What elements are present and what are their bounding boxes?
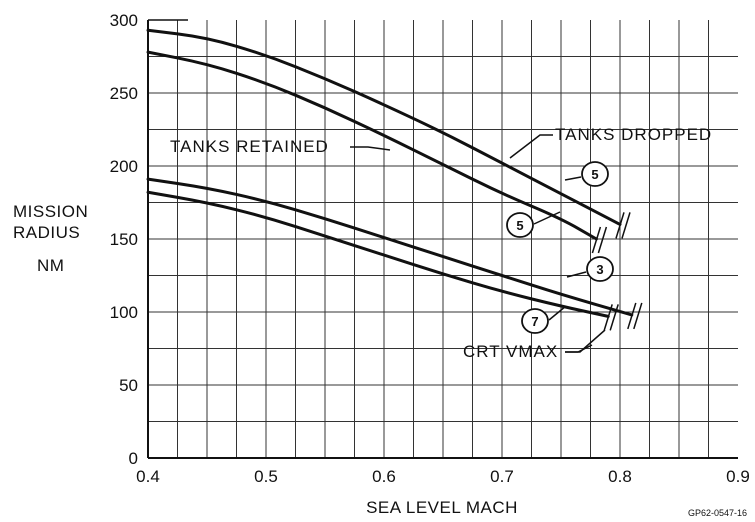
y-axis-title-line2: RADIUS (13, 223, 80, 242)
y-axis-title-line3: NM (37, 256, 64, 275)
circle-number-label: 7 (531, 314, 538, 329)
x-tick-label: 0.6 (372, 467, 396, 486)
annotation-crt-vmax: CRT VMAX (463, 342, 558, 361)
annotation-tanks-dropped: TANKS DROPPED (555, 125, 712, 144)
series-end-marker (633, 302, 643, 330)
series-end-marker (603, 304, 613, 331)
series-line-2 (146, 50, 598, 241)
circle-number-label: 5 (591, 167, 598, 182)
series-group (146, 28, 643, 331)
circle-marker (586, 256, 614, 282)
series-end-marker (597, 226, 608, 254)
series-line-3 (146, 177, 634, 317)
x-tick-label: 0.4 (136, 467, 160, 486)
series-line-1 (146, 28, 622, 226)
circle-leader-line (564, 176, 582, 181)
circle-leader-line (566, 271, 587, 278)
circle-labels: 5 5 3 7 (506, 161, 614, 334)
figure-id: GP62-0547-16 (688, 508, 747, 518)
leader-tanks-dropped (509, 134, 553, 159)
series-end-marker (615, 212, 625, 239)
annotation-tanks-retained: TANKS RETAINED (170, 137, 329, 156)
y-tick-label: 0 (129, 449, 138, 468)
circle-number-label: 5 (516, 218, 523, 233)
x-tick-label: 0.9 (726, 467, 750, 486)
circle-marker (581, 161, 609, 187)
leader-tanks-retained (350, 146, 391, 151)
circle-marker (506, 212, 534, 238)
x-tick-label: 0.7 (490, 467, 514, 486)
x-tick-label: 0.5 (254, 467, 278, 486)
annotations: TANKS RETAINED TANKS DROPPED CRT VMAX (170, 125, 712, 361)
y-tick-label: 250 (110, 84, 138, 103)
x-tick-label: 0.8 (608, 467, 632, 486)
x-tick-labels: 0.4 0.5 0.6 0.7 0.8 0.9 (136, 467, 750, 486)
y-tick-label: 50 (119, 376, 138, 395)
grid (148, 20, 738, 458)
y-tick-label: 300 (110, 11, 138, 30)
axes (147, 19, 738, 459)
series-end-marker (627, 302, 637, 330)
circle-leader-line (548, 305, 567, 321)
x-axis-title: SEA LEVEL MACH (366, 498, 518, 517)
circle-number-label: 3 (596, 262, 603, 277)
series-line-4 (146, 190, 610, 318)
y-tick-label: 150 (110, 230, 138, 249)
series-end-marker (621, 212, 631, 239)
series-end-marker (591, 226, 602, 254)
circle-leader-line (533, 211, 561, 225)
y-tick-labels: 0 50 100 150 200 250 300 (110, 11, 138, 468)
axis-titles: MISSION RADIUS NM SEA LEVEL MACH (13, 202, 518, 517)
leader-crt-vmax-left (565, 344, 593, 353)
y-tick-label: 100 (110, 303, 138, 322)
y-tick-label: 200 (110, 157, 138, 176)
circle-marker (521, 308, 549, 334)
series-end-marker (609, 304, 619, 331)
y-axis-title-line1: MISSION (13, 202, 88, 221)
